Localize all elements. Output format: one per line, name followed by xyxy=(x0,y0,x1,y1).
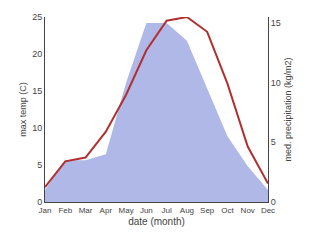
svg-text:Feb: Feb xyxy=(58,206,72,215)
svg-text:Dec: Dec xyxy=(261,206,275,215)
svg-text:0: 0 xyxy=(37,197,42,207)
svg-text:max temp (C): max temp (C) xyxy=(18,82,28,137)
svg-text:date (month): date (month) xyxy=(128,216,185,227)
svg-text:25: 25 xyxy=(32,12,42,22)
svg-text:10: 10 xyxy=(271,78,281,88)
svg-text:Apr: Apr xyxy=(100,206,113,215)
svg-text:Sep: Sep xyxy=(200,206,215,215)
svg-text:0: 0 xyxy=(271,197,276,207)
svg-text:Mar: Mar xyxy=(79,206,93,215)
svg-text:Aug: Aug xyxy=(180,206,194,215)
svg-text:15: 15 xyxy=(271,18,281,28)
svg-text:Jan: Jan xyxy=(39,206,52,215)
svg-text:Jul: Jul xyxy=(162,206,172,215)
svg-text:10: 10 xyxy=(32,123,42,133)
svg-text:15: 15 xyxy=(32,86,42,96)
svg-text:Jun: Jun xyxy=(140,206,153,215)
svg-text:med. precipitation (kg/m2): med. precipitation (kg/m2) xyxy=(283,57,293,161)
svg-text:Oct: Oct xyxy=(221,206,234,215)
svg-text:5: 5 xyxy=(37,160,42,170)
svg-text:20: 20 xyxy=(32,49,42,59)
svg-text:5: 5 xyxy=(271,137,276,147)
svg-text:May: May xyxy=(119,206,134,215)
svg-text:Nov: Nov xyxy=(241,206,255,215)
